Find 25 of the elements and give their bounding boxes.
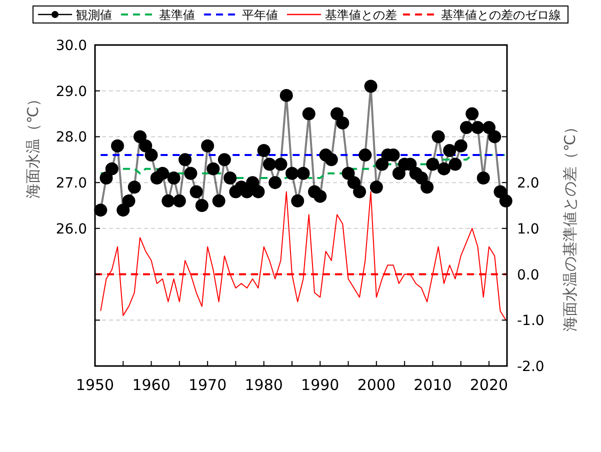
x-tick-label: 1970 <box>188 376 227 394</box>
x-tick-label: 1960 <box>132 376 170 394</box>
y-axis-title: 海面水温（℃） <box>24 92 42 198</box>
y-tick-label: 30.0 <box>56 38 87 54</box>
x-tick-label: 2020 <box>470 376 508 394</box>
y2-tick-label: 1.0 <box>517 221 540 238</box>
y-tick-label: 27.0 <box>56 176 87 192</box>
legend-label: 平年値 <box>242 8 278 22</box>
y2-axis-title: 海面水温の基準値との差（℃） <box>561 120 579 332</box>
legend-label: 基準値との差のゼロ線 <box>441 8 561 22</box>
legend-label: 基準値との差 <box>325 8 397 22</box>
x-tick-label: 2010 <box>414 376 452 394</box>
y2-tick-label: 2.0 <box>517 176 540 192</box>
x-tick-label: 2000 <box>357 376 396 394</box>
y2-tick-label: 0.0 <box>517 267 540 284</box>
x-tick-label: 1950 <box>76 376 114 394</box>
legend-label: 観測値 <box>76 8 112 22</box>
y-tick-label: 28.0 <box>56 130 87 146</box>
x-tick-label: 1990 <box>301 376 340 394</box>
y2-tick-label: -2.0 <box>517 359 544 375</box>
x-tick-label: 1980 <box>244 376 283 394</box>
legend-label: 基準値 <box>159 8 195 22</box>
y-tick-label: 29.0 <box>56 84 87 100</box>
y2-tick-label: -1.0 <box>517 313 544 330</box>
y-tick-label: 26.0 <box>56 221 87 238</box>
